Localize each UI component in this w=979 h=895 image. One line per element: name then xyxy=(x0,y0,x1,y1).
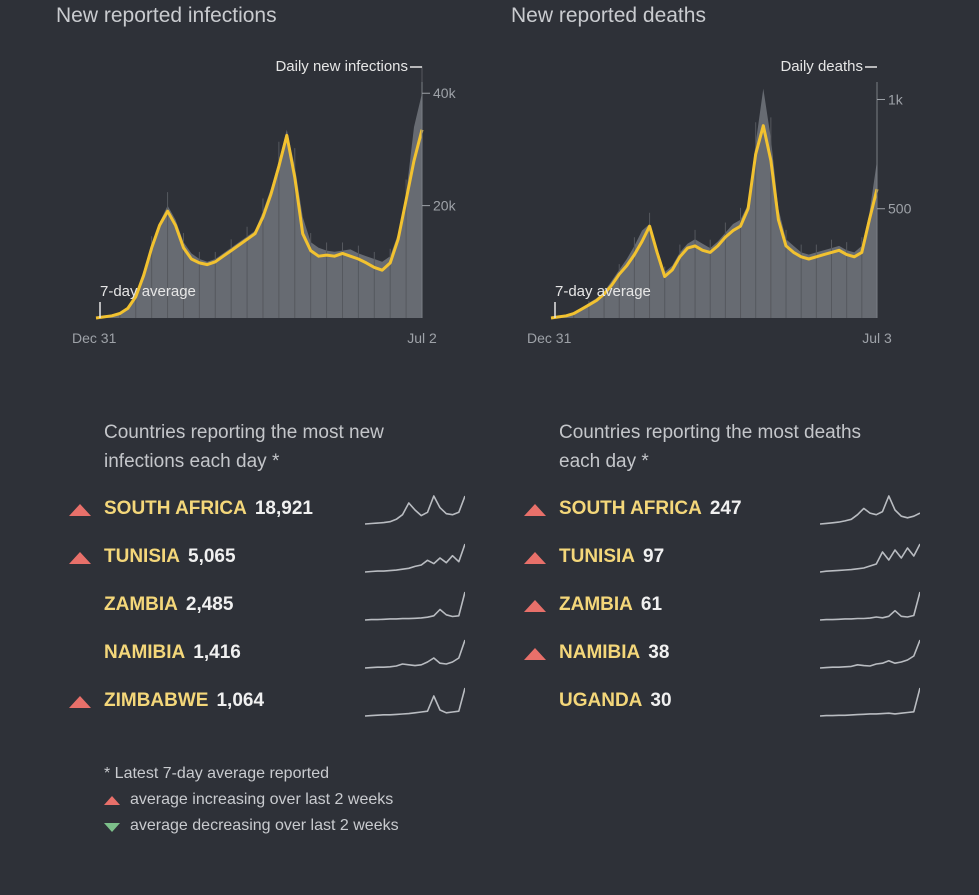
x-label-start: Dec 31 xyxy=(527,330,572,346)
legend-decreasing: average decreasing over last 2 weeks xyxy=(130,817,399,834)
country-name: ZAMBIA xyxy=(104,594,178,615)
country-name: TUNISIA xyxy=(559,546,635,567)
deaths-table-title: Countries reporting the most deaths each… xyxy=(559,422,862,472)
increase-triangle-icon xyxy=(69,696,91,708)
y-tick-label: 500 xyxy=(888,201,912,217)
sparkline-path xyxy=(820,687,920,717)
table-row: ZAMBIA 2,485 xyxy=(69,590,489,624)
country-name: SOUTH AFRICA xyxy=(104,498,247,519)
sparkline-path xyxy=(820,543,920,573)
infections-chart: 20k 40k Dec 31 Jul 2 Daily new infections 7-d… xyxy=(56,40,476,360)
sparkline-path xyxy=(365,591,465,621)
infections-chart-title: New reported infections xyxy=(56,4,277,27)
country-value: 30 xyxy=(650,690,672,711)
increase-triangle-icon xyxy=(524,552,546,564)
sparkline xyxy=(820,590,920,622)
sparkline-path xyxy=(365,639,465,669)
country-value: 18,921 xyxy=(254,498,313,519)
sparkline-svg xyxy=(365,639,465,669)
average-series-label: 7-day average xyxy=(555,283,651,300)
sparkline-path xyxy=(365,687,465,717)
y-tick-label: 1k xyxy=(888,91,904,107)
y-tick-label: 40k xyxy=(433,85,457,101)
country-value: 247 xyxy=(709,498,742,519)
sparkline-path xyxy=(820,591,920,621)
country-name: NAMIBIA xyxy=(559,642,641,663)
sparkline xyxy=(365,686,465,718)
sparkline-svg xyxy=(820,591,920,621)
table-row: NAMIBIA 1,416 xyxy=(69,638,489,672)
table-row: NAMIBIA 38 xyxy=(524,638,944,672)
sparkline xyxy=(820,686,920,718)
legend: * Latest 7-day average reported average … xyxy=(104,764,399,842)
sparkline-path xyxy=(820,639,920,669)
average-line xyxy=(550,124,879,320)
x-label-end: Jul 2 xyxy=(407,330,437,346)
country-value: 97 xyxy=(643,546,665,567)
sparkline-svg xyxy=(365,687,465,717)
y-tick-label: 20k xyxy=(433,198,457,214)
increase-triangle-icon xyxy=(524,600,546,612)
deaths-chart-title: New reported deaths xyxy=(511,4,706,27)
sparkline-svg xyxy=(820,543,920,573)
daily-area xyxy=(96,93,422,318)
country-name: ZAMBIA xyxy=(559,594,633,615)
table-row: UGANDA 30 xyxy=(524,686,944,720)
country-name: UGANDA xyxy=(559,690,643,711)
sparkline-svg xyxy=(365,495,465,525)
infections-chart-svg: 20k 40k Dec 31 Jul 2 Daily new infections 7-d… xyxy=(72,58,457,346)
sparkline xyxy=(365,542,465,574)
country-name: TUNISIA xyxy=(104,546,180,567)
country-name: ZIMBABWE xyxy=(104,690,209,711)
table-row: TUNISIA 5,065 xyxy=(69,542,489,576)
legend-increasing: average increasing over last 2 weeks xyxy=(130,791,394,808)
daily-area xyxy=(551,88,877,318)
x-label-end: Jul 3 xyxy=(862,330,892,346)
sparkline-svg xyxy=(365,543,465,573)
table-row: TUNISIA 97 xyxy=(524,542,944,576)
increase-triangle-icon xyxy=(104,796,120,805)
sparkline xyxy=(820,542,920,574)
country-value: 38 xyxy=(648,642,670,663)
sparkline xyxy=(365,494,465,526)
sparkline-path xyxy=(820,495,920,525)
country-name: SOUTH AFRICA xyxy=(559,498,702,519)
table-row: SOUTH AFRICA 247 xyxy=(524,494,944,528)
country-value: 61 xyxy=(640,594,663,615)
table-row: ZIMBABWE 1,064 xyxy=(69,686,489,720)
deaths-chart-svg: 500 1k Dec 31 Jul 3 Daily deaths 7-day averag… xyxy=(527,58,912,346)
sparkline-svg xyxy=(365,591,465,621)
country-value: 2,485 xyxy=(185,594,234,615)
table-row: SOUTH AFRICA 18,921 xyxy=(69,494,489,528)
table-row: ZAMBIA 61 xyxy=(524,590,944,624)
decrease-triangle-icon xyxy=(104,823,120,832)
country-name: NAMIBIA xyxy=(104,642,186,663)
daily-series-label: Daily deaths xyxy=(780,58,863,75)
deaths-chart: 500 1k Dec 31 Jul 3 Daily deaths 7-day averag… xyxy=(511,40,931,360)
sparkline xyxy=(365,590,465,622)
country-value: 5,065 xyxy=(188,546,236,567)
country-value: 1,064 xyxy=(216,690,265,711)
increase-triangle-icon xyxy=(524,504,546,516)
daily-series-label: Daily new infections xyxy=(275,58,408,75)
sparkline-svg xyxy=(820,495,920,525)
sparkline-path xyxy=(365,495,465,525)
increase-triangle-icon xyxy=(69,504,91,516)
average-series-label: 7-day average xyxy=(100,283,196,300)
legend-footnote: * Latest 7-day average reported xyxy=(104,765,330,782)
increase-triangle-icon xyxy=(69,552,91,564)
infections-table-title: Countries reporting the most new infecti… xyxy=(104,422,384,472)
country-value: 1,416 xyxy=(193,642,241,663)
sparkline xyxy=(820,638,920,670)
x-label-start: Dec 31 xyxy=(72,330,117,346)
sparkline xyxy=(820,494,920,526)
sparkline xyxy=(365,638,465,670)
increase-triangle-icon xyxy=(524,648,546,660)
sparkline-svg xyxy=(820,639,920,669)
average-line xyxy=(95,129,424,320)
sparkline-svg xyxy=(820,687,920,717)
sparkline-path xyxy=(365,543,465,573)
